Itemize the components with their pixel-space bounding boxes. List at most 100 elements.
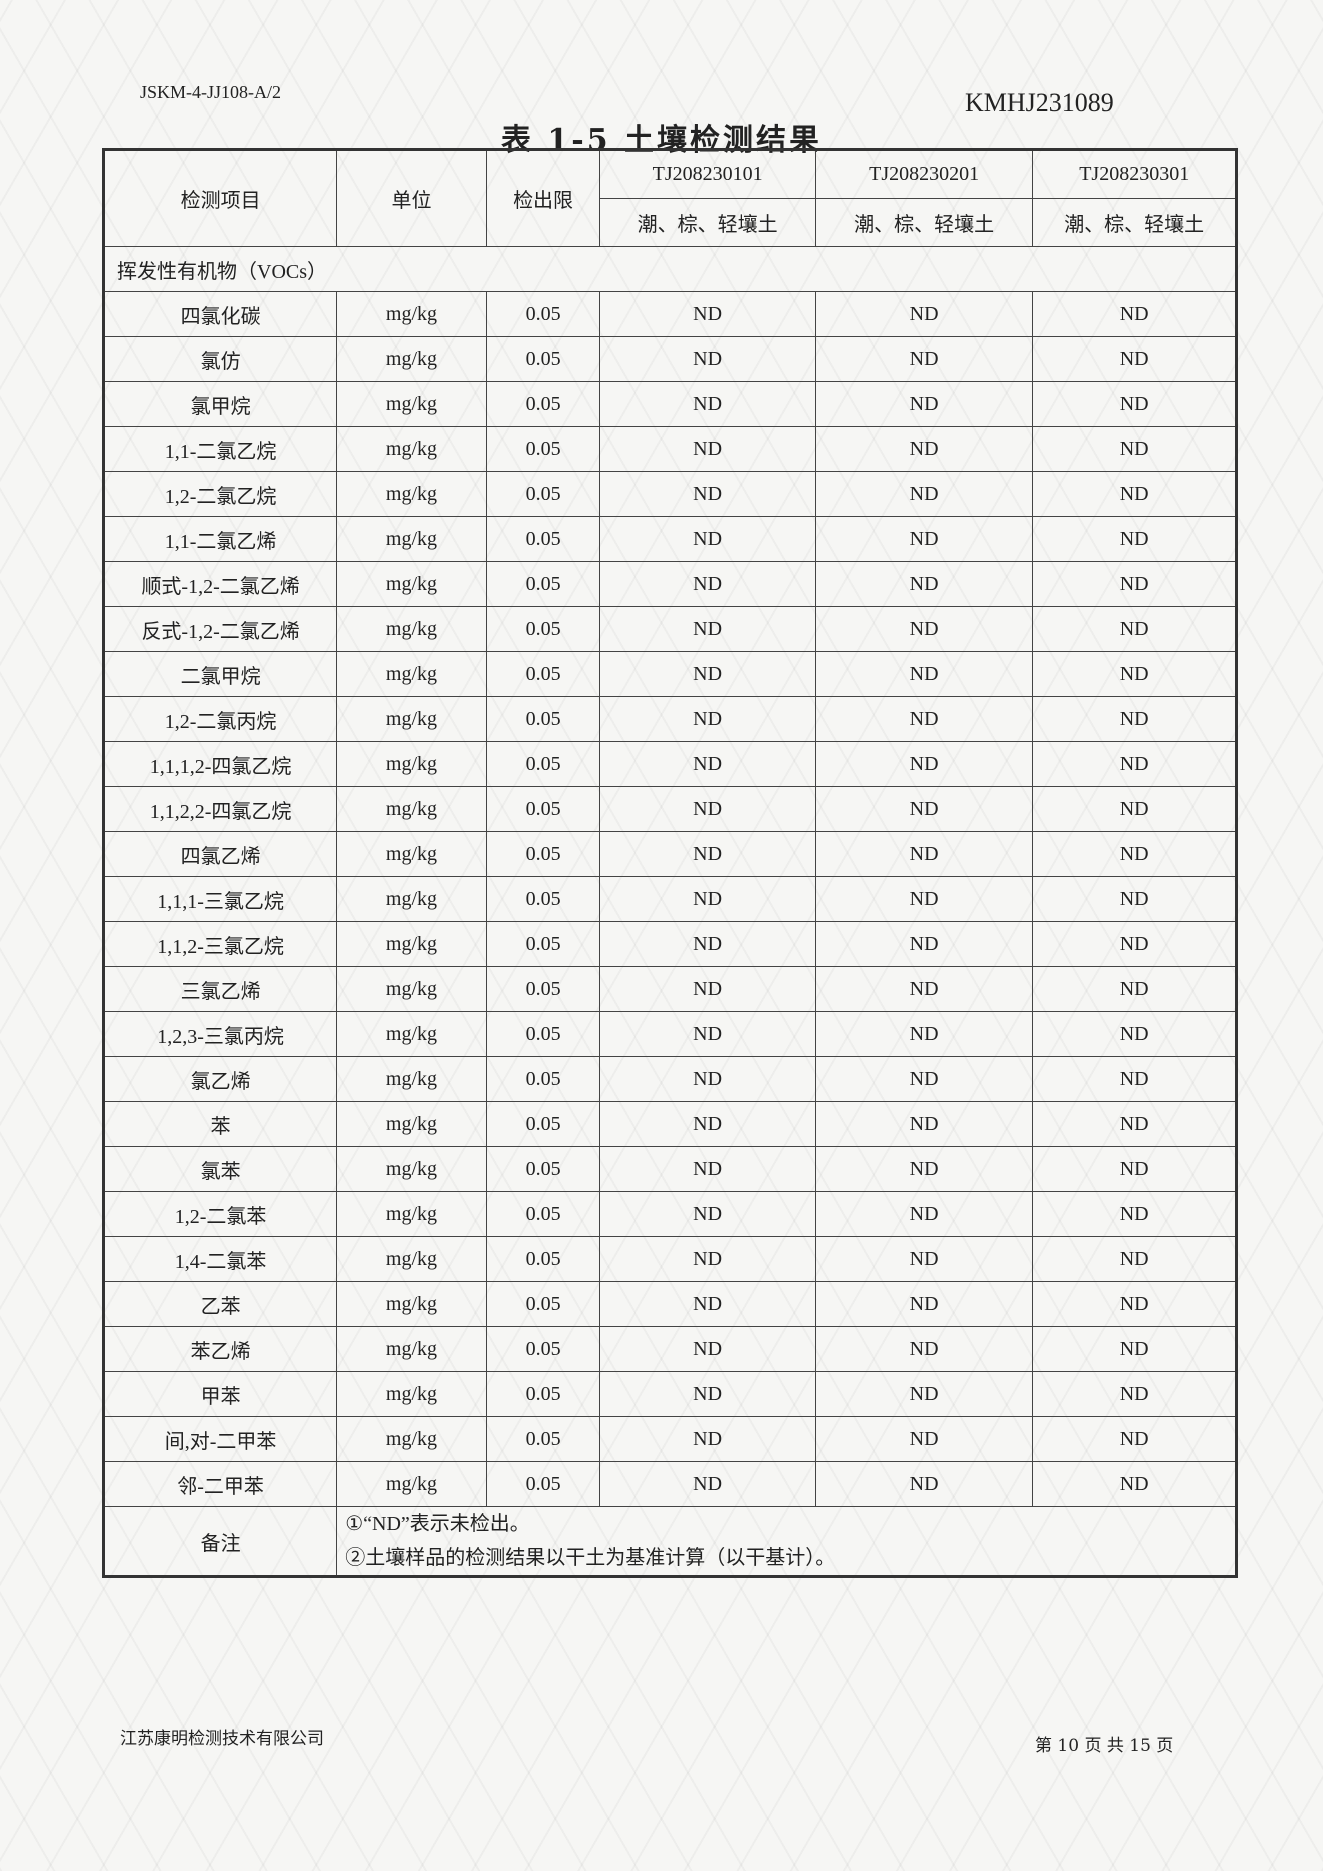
cell-limit: 0.05 (485, 696, 601, 742)
cell-limit: 0.05 (485, 1236, 601, 1282)
cell-r2: ND (814, 1461, 1034, 1507)
cell-item: 三氯乙烯 (102, 966, 338, 1012)
cell-r2: ND (814, 1101, 1034, 1147)
cell-unit: mg/kg (336, 966, 487, 1012)
header-row: 检测项目 单位 检出限 TJ208230101 TJ208230201 TJ20… (102, 149, 1237, 247)
cell-r1: ND (599, 561, 816, 607)
table-row: 四氯化碳 mg/kg 0.05 ND ND ND (102, 291, 1237, 337)
cell-item: 反式-1,2-二氯乙烯 (102, 606, 338, 652)
footer-company: 江苏康明检测技术有限公司 (120, 1729, 324, 1749)
sample-id-2: TJ208230201 (814, 149, 1034, 199)
table-row: 1,2-二氯丙烷 mg/kg 0.05 ND ND ND (102, 696, 1237, 742)
cell-limit: 0.05 (485, 1101, 601, 1147)
header-row-desc: 潮、棕、轻壤土 潮、棕、轻壤土 潮、棕、轻壤土 (104, 198, 1237, 247)
sample-desc-3: 潮、棕、轻壤土 (1032, 198, 1237, 247)
cell-r1: ND (599, 1101, 816, 1147)
cell-r3: ND (1032, 966, 1237, 1012)
cell-item: 苯乙烯 (102, 1326, 338, 1372)
cell-item: 乙苯 (102, 1281, 338, 1327)
cell-r3: ND (1032, 1146, 1237, 1192)
cell-r2: ND (814, 741, 1034, 787)
cell-r3: ND (1032, 696, 1237, 742)
soil-results-table: 检测项目 单位 检出限 TJ208230101 TJ208230201 TJ20… (102, 148, 1238, 1578)
cell-unit: mg/kg (336, 1146, 487, 1192)
cell-limit: 0.05 (485, 516, 601, 562)
cell-item: 氯仿 (102, 336, 338, 382)
document-code: JSKM-4-JJ108-A/2 (140, 82, 282, 102)
table-row: 1,1,2,2-四氯乙烷 mg/kg 0.05 ND ND ND (102, 786, 1237, 832)
cell-unit: mg/kg (336, 786, 487, 832)
remark-note: ①“ND”表示未检出。 (345, 1513, 530, 1535)
cell-limit: 0.05 (485, 381, 601, 427)
table-row: 二氯甲烷 mg/kg 0.05 ND ND ND (102, 651, 1237, 697)
col-header-item: 检测项目 (102, 149, 338, 247)
cell-item: 1,4-二氯苯 (102, 1236, 338, 1282)
cell-r2: ND (814, 1011, 1034, 1057)
cell-limit: 0.05 (485, 1371, 601, 1417)
cell-r2: ND (814, 1371, 1034, 1417)
cell-limit: 0.05 (485, 741, 601, 787)
cell-unit: mg/kg (336, 1056, 487, 1102)
table-row: 三氯乙烯 mg/kg 0.05 ND ND ND (102, 966, 1237, 1012)
table-row: 邻-二甲苯 mg/kg 0.05 ND ND ND (102, 1461, 1237, 1507)
cell-r3: ND (1032, 426, 1237, 472)
cell-r3: ND (1032, 1416, 1237, 1462)
cell-r2: ND (814, 561, 1034, 607)
cell-limit: 0.05 (485, 336, 601, 382)
sample-desc-2: 潮、棕、轻壤土 (814, 198, 1034, 247)
cell-r2: ND (814, 876, 1034, 922)
table-row: 顺式-1,2-二氯乙烯 mg/kg 0.05 ND ND ND (102, 561, 1237, 607)
table-row: 1,2,3-三氯丙烷 mg/kg 0.05 ND ND ND (102, 1011, 1237, 1057)
cell-r2: ND (814, 336, 1034, 382)
cell-r2: ND (814, 471, 1034, 517)
table-row: 反式-1,2-二氯乙烯 mg/kg 0.05 ND ND ND (102, 606, 1237, 652)
cell-r1: ND (599, 336, 816, 382)
cell-limit: 0.05 (485, 651, 601, 697)
cell-limit: 0.05 (485, 786, 601, 832)
cell-r1: ND (599, 876, 816, 922)
cell-r1: ND (599, 381, 816, 427)
remark-note: ②土壤样品的检测结果以干土为基准计算（以干基计）。 (345, 1547, 836, 1569)
table-row: 1,1,1,2-四氯乙烷 mg/kg 0.05 ND ND ND (102, 741, 1237, 787)
cell-r2: ND (814, 426, 1034, 472)
cell-unit: mg/kg (336, 651, 487, 697)
cell-unit: mg/kg (336, 1281, 487, 1327)
sample-id-1: TJ208230101 (599, 149, 816, 199)
cell-r2: ND (814, 1416, 1034, 1462)
cell-r2: ND (814, 1236, 1034, 1282)
cell-r2: ND (814, 606, 1034, 652)
cell-limit: 0.05 (485, 876, 601, 922)
cell-r1: ND (599, 516, 816, 562)
cell-item: 1,1,2,2-四氯乙烷 (102, 786, 338, 832)
cell-r3: ND (1032, 471, 1237, 517)
cell-r3: ND (1032, 381, 1237, 427)
cell-limit: 0.05 (485, 426, 601, 472)
cell-r2: ND (814, 696, 1034, 742)
cell-limit: 0.05 (485, 966, 601, 1012)
cell-r3: ND (1032, 1011, 1237, 1057)
table-row: 氯仿 mg/kg 0.05 ND ND ND (102, 336, 1237, 382)
cell-r2: ND (814, 1146, 1034, 1192)
cell-item: 1,2-二氯丙烷 (102, 696, 338, 742)
cell-r1: ND (599, 426, 816, 472)
cell-item: 顺式-1,2-二氯乙烯 (102, 561, 338, 607)
cell-r1: ND (599, 1191, 816, 1237)
cell-r3: ND (1032, 876, 1237, 922)
cell-limit: 0.05 (485, 1461, 601, 1507)
cell-r2: ND (814, 516, 1034, 562)
table-row: 四氯乙烯 mg/kg 0.05 ND ND ND (102, 831, 1237, 877)
cell-unit: mg/kg (336, 606, 487, 652)
cell-unit: mg/kg (336, 291, 487, 337)
cell-r3: ND (1032, 651, 1237, 697)
cell-limit: 0.05 (485, 561, 601, 607)
cell-unit: mg/kg (336, 336, 487, 382)
cell-r1: ND (599, 291, 816, 337)
cell-r3: ND (1032, 1056, 1237, 1102)
cell-r2: ND (814, 966, 1034, 1012)
table-row: 氯乙烯 mg/kg 0.05 ND ND ND (102, 1056, 1237, 1102)
col-header-limit: 检出限 (485, 149, 601, 247)
table-row: 甲苯 mg/kg 0.05 ND ND ND (102, 1371, 1237, 1417)
cell-unit: mg/kg (336, 381, 487, 427)
cell-limit: 0.05 (485, 831, 601, 877)
cell-r1: ND (599, 1461, 816, 1507)
